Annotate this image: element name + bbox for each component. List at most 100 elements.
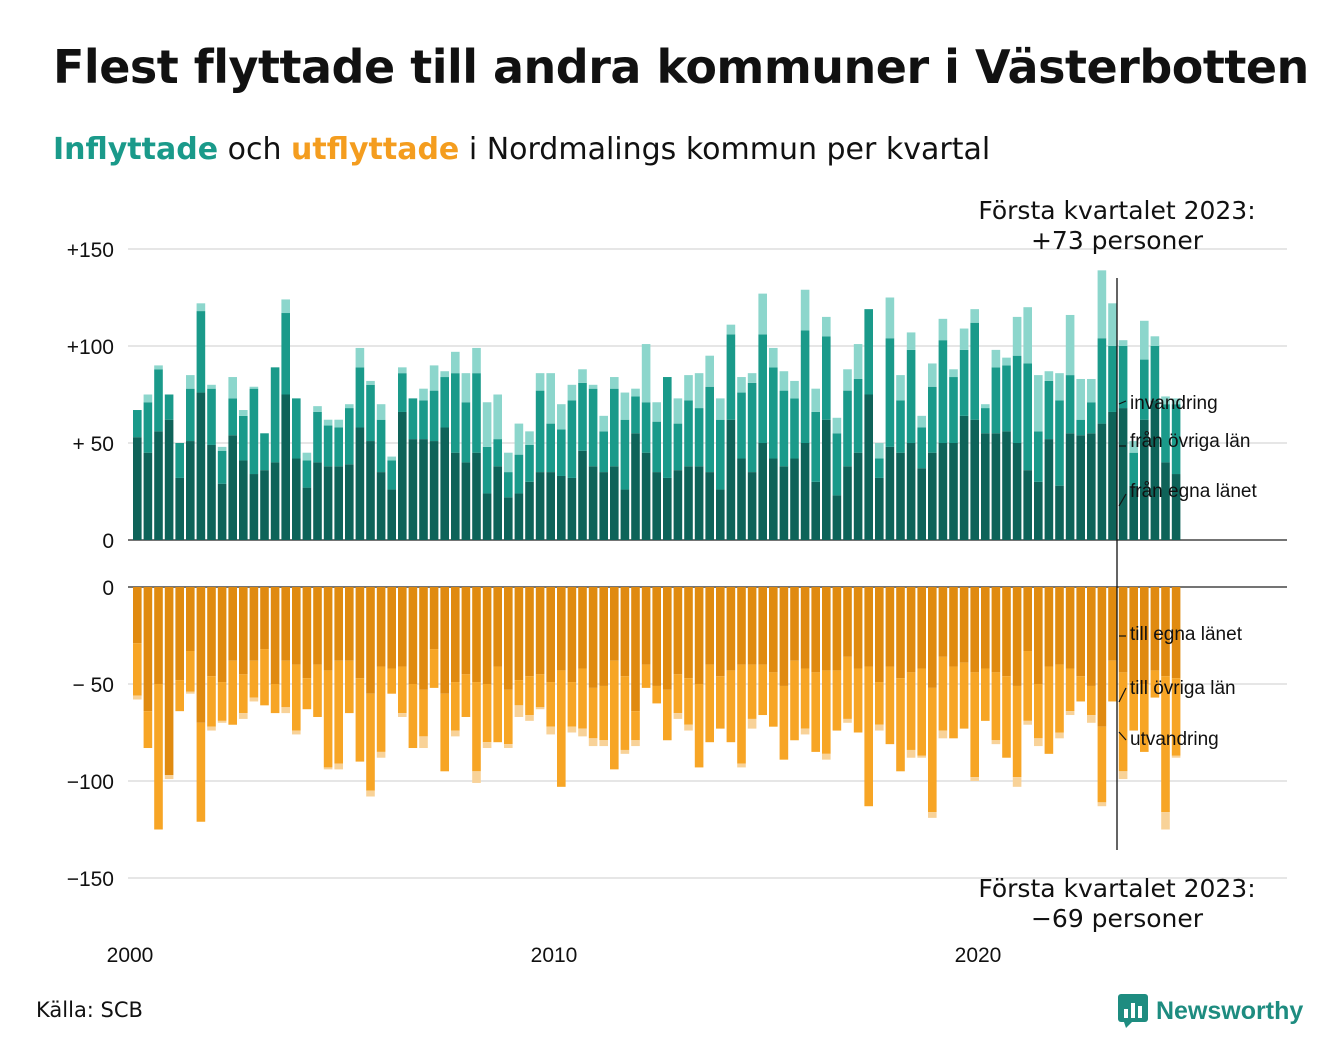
- bar-inflow-other: [800, 330, 810, 443]
- bar-inflow-immig: [716, 398, 725, 420]
- bar-inflow-immig: [959, 328, 969, 350]
- bar-outflow-own: [779, 587, 789, 686]
- bar-inflow-immig: [355, 347, 365, 368]
- bar-inflow-immig: [747, 373, 757, 383]
- bar-outflow-own: [747, 587, 757, 665]
- bar-inflow-immig: [875, 443, 884, 459]
- bar-inflow-other: [811, 411, 820, 482]
- bar-inflow-other: [302, 460, 312, 488]
- bar-inflow-other: [726, 334, 736, 420]
- bar-outflow-emig: [482, 742, 492, 749]
- bar-outflow-other: [1097, 726, 1107, 803]
- bar-inflow-other: [292, 398, 301, 459]
- series-label-out-emig: utvandring: [1130, 729, 1219, 750]
- bar-inflow-other: [1129, 452, 1138, 486]
- bar-outflow-other: [376, 666, 386, 752]
- bar-outflow-other: [451, 682, 460, 731]
- bar-outflow-own: [239, 587, 248, 675]
- bar-inflow-other: [716, 419, 725, 490]
- bar-inflow-other: [1002, 365, 1011, 432]
- bar-outflow-other: [737, 664, 746, 764]
- bar-outflow-own: [1087, 587, 1096, 686]
- bar-inflow-own: [196, 392, 206, 540]
- bar-outflow-own: [790, 587, 799, 661]
- bar-outflow-own: [853, 587, 863, 669]
- bar-outflow-emig: [281, 707, 290, 714]
- bar-outflow-own: [419, 587, 428, 690]
- bar-outflow-other: [1002, 676, 1011, 758]
- bar-inflow-own: [588, 466, 598, 540]
- bar-inflow-own: [832, 495, 842, 540]
- bar-inflow-own: [1044, 439, 1054, 540]
- bar-inflow-own: [557, 475, 566, 540]
- bar-outflow-emig: [292, 730, 301, 735]
- bar-inflow-immig: [1087, 378, 1096, 403]
- bar-outflow-other: [641, 664, 651, 688]
- bar-outflow-own: [408, 587, 418, 684]
- bar-outflow-own: [302, 587, 312, 679]
- bar-inflow-other: [387, 460, 396, 490]
- bar-inflow-other: [747, 382, 757, 473]
- bar-inflow-own: [398, 411, 407, 540]
- bar-inflow-own: [1118, 408, 1128, 540]
- bar-outflow-own: [154, 587, 163, 684]
- bar-outflow-other: [864, 666, 873, 807]
- newsworthy-logo: Newsworthy: [1118, 994, 1303, 1028]
- bar-inflow-other: [588, 388, 598, 467]
- bar-outflow-other: [398, 666, 407, 714]
- bar-inflow-other: [631, 396, 640, 434]
- bar-outflow-emig: [419, 736, 428, 749]
- bar-outflow-own: [1097, 587, 1107, 727]
- bar-inflow-immig: [313, 406, 322, 412]
- bar-outflow-own: [663, 587, 672, 690]
- bar-outflow-other: [949, 666, 958, 739]
- bar-inflow-other: [1097, 338, 1107, 424]
- y-tick-label-inflow: +150: [67, 239, 114, 262]
- bar-inflow-immig: [1108, 303, 1117, 346]
- bar-inflow-own: [270, 462, 280, 540]
- bar-inflow-own: [896, 452, 905, 540]
- bar-inflow-other: [270, 367, 280, 463]
- bar-outflow-other: [578, 668, 587, 729]
- bar-outflow-emig: [249, 697, 259, 702]
- bar-outflow-other: [461, 674, 471, 717]
- bar-outflow-own: [928, 587, 937, 688]
- bar-outflow-own: [970, 587, 979, 673]
- bar-outflow-emig: [578, 728, 587, 737]
- bar-inflow-immig: [345, 404, 354, 409]
- bar-inflow-own: [1087, 433, 1096, 540]
- bar-inflow-own: [970, 419, 979, 540]
- bar-inflow-immig: [631, 388, 640, 397]
- bar-outflow-other: [1129, 682, 1138, 731]
- bar-outflow-other: [875, 682, 884, 725]
- bar-inflow-other: [896, 400, 905, 453]
- bar-inflow-other: [928, 386, 937, 453]
- bar-inflow-immig: [694, 373, 704, 409]
- bar-outflow-other: [260, 649, 269, 706]
- bar-inflow-own: [811, 481, 820, 540]
- bar-outflow-own: [1171, 587, 1181, 679]
- bar-outflow-emig: [525, 715, 534, 721]
- bar-inflow-immig: [514, 423, 524, 455]
- series-label-in-other: från övriga län: [1130, 431, 1250, 452]
- bar-inflow-immig: [196, 303, 206, 312]
- bar-inflow-own: [546, 472, 555, 540]
- bar-outflow-own: [875, 587, 884, 683]
- bar-inflow-immig: [440, 371, 449, 378]
- bar-outflow-own: [758, 587, 767, 665]
- bar-outflow-emig: [599, 740, 608, 747]
- bar-outflow-other: [207, 676, 216, 727]
- bar-inflow-other: [981, 408, 990, 434]
- bar-inflow-immig: [557, 404, 566, 430]
- bar-inflow-other: [281, 313, 290, 395]
- bar-outflow-other: [1065, 668, 1075, 712]
- bar-outflow-own: [1140, 587, 1149, 684]
- bar-outflow-other: [345, 660, 354, 714]
- bar-outflow-other: [525, 676, 534, 716]
- bar-inflow-own: [1150, 400, 1160, 540]
- bar-inflow-immig: [366, 380, 375, 385]
- bar-inflow-other: [514, 454, 524, 494]
- bar-outflow-own: [1044, 587, 1054, 667]
- bar-outflow-emig: [186, 691, 195, 694]
- bar-outflow-other: [885, 666, 895, 745]
